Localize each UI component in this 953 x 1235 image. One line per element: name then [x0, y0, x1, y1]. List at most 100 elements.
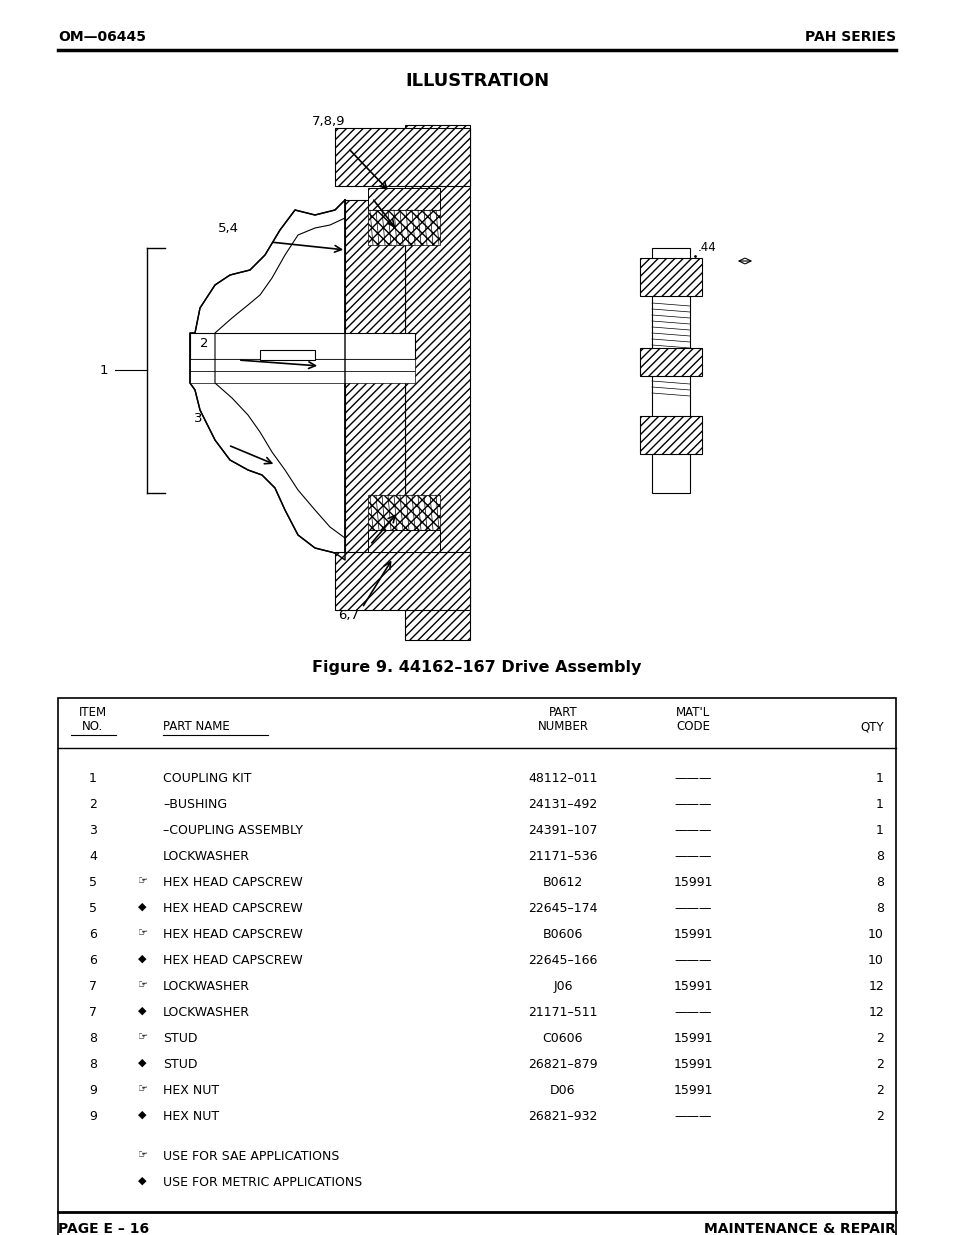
Text: 22645–174: 22645–174 [528, 902, 598, 915]
Bar [639, 348, 701, 375]
Text: 26821–879: 26821–879 [528, 1058, 598, 1071]
Bar [368, 188, 439, 210]
Bar [639, 416, 701, 454]
Text: 15991: 15991 [673, 981, 712, 993]
Text: 10: 10 [867, 927, 883, 941]
Text: 2: 2 [875, 1110, 883, 1123]
Bar [335, 552, 470, 610]
Text: NO.: NO. [82, 720, 104, 734]
Text: QTY: QTY [860, 720, 883, 734]
Bar [368, 210, 439, 245]
Text: 15991: 15991 [673, 876, 712, 889]
Text: 12: 12 [867, 1007, 883, 1019]
Bar [368, 530, 439, 552]
Text: D06: D06 [550, 1084, 576, 1097]
Text: ———: ——— [674, 824, 711, 837]
Text: –BUSHING: –BUSHING [163, 798, 227, 811]
Text: ITEM: ITEM [79, 706, 107, 719]
Text: ———: ——— [674, 772, 711, 785]
Text: 7: 7 [89, 981, 97, 993]
Bar [368, 495, 439, 530]
Text: PART NAME: PART NAME [163, 720, 230, 734]
Text: HEX NUT: HEX NUT [163, 1110, 219, 1123]
Text: ◆: ◆ [138, 1058, 147, 1068]
Text: LOCKWASHER: LOCKWASHER [163, 850, 250, 863]
Text: ———: ——— [674, 798, 711, 811]
Text: HEX HEAD CAPSCREW: HEX HEAD CAPSCREW [163, 876, 302, 889]
Text: –COUPLING ASSEMBLY: –COUPLING ASSEMBLY [163, 824, 303, 837]
Text: Figure 9. 44162–167 Drive Assembly: Figure 9. 44162–167 Drive Assembly [312, 659, 641, 676]
Text: 6,7: 6,7 [337, 609, 358, 622]
Text: ☞: ☞ [138, 1150, 148, 1160]
Text: ◆: ◆ [138, 953, 147, 965]
Text: ☞: ☞ [138, 927, 148, 939]
Text: 1: 1 [875, 824, 883, 837]
Text: ———: ——— [674, 850, 711, 863]
Text: ☞: ☞ [138, 1084, 148, 1094]
Bar [260, 350, 314, 359]
Bar [190, 359, 415, 370]
Text: B0612: B0612 [542, 876, 582, 889]
Text: 5: 5 [89, 876, 97, 889]
Text: USE FOR METRIC APPLICATIONS: USE FOR METRIC APPLICATIONS [163, 1176, 362, 1189]
Text: 2: 2 [875, 1084, 883, 1097]
Text: 5: 5 [89, 902, 97, 915]
Text: NUMBER: NUMBER [537, 720, 588, 734]
Text: 9: 9 [89, 1110, 97, 1123]
Text: PART: PART [548, 706, 577, 719]
Text: ———: ——— [674, 902, 711, 915]
Text: 15991: 15991 [673, 927, 712, 941]
Text: 1: 1 [89, 772, 97, 785]
Text: 8: 8 [875, 850, 883, 863]
Bar [335, 128, 470, 186]
Text: ———: ——— [674, 1007, 711, 1019]
Text: 7: 7 [89, 1007, 97, 1019]
Text: 5,4: 5,4 [218, 222, 239, 235]
Text: 4: 4 [89, 850, 97, 863]
Text: 8: 8 [875, 902, 883, 915]
Bar [651, 248, 689, 493]
Text: 2: 2 [875, 1032, 883, 1045]
Text: ☞: ☞ [138, 876, 148, 885]
Text: ◆: ◆ [138, 902, 147, 911]
Bar [58, 698, 895, 1235]
Text: 26821–932: 26821–932 [528, 1110, 598, 1123]
Text: OM—06445: OM—06445 [58, 30, 146, 44]
Text: 24391–107: 24391–107 [528, 824, 598, 837]
Text: ☞: ☞ [138, 981, 148, 990]
Text: 6: 6 [89, 927, 97, 941]
Text: C0606: C0606 [542, 1032, 582, 1045]
Text: ———: ——— [674, 1110, 711, 1123]
Bar [405, 125, 470, 640]
Text: J06: J06 [553, 981, 572, 993]
Text: 1: 1 [100, 363, 109, 377]
Text: ———: ——— [674, 953, 711, 967]
Text: HEX NUT: HEX NUT [163, 1084, 219, 1097]
Text: 9: 9 [89, 1084, 97, 1097]
Text: 21171–536: 21171–536 [528, 850, 598, 863]
Text: 2: 2 [89, 798, 97, 811]
Text: 15991: 15991 [673, 1084, 712, 1097]
Text: 15991: 15991 [673, 1058, 712, 1071]
Bar [345, 200, 405, 576]
Text: 1: 1 [875, 798, 883, 811]
Bar [190, 370, 415, 383]
Text: STUD: STUD [163, 1032, 197, 1045]
Text: ILLUSTRATION: ILLUSTRATION [404, 72, 549, 90]
Text: 1: 1 [875, 772, 883, 785]
Text: .44: .44 [698, 241, 716, 254]
Text: LOCKWASHER: LOCKWASHER [163, 981, 250, 993]
Text: MAT'L: MAT'L [675, 706, 709, 719]
Text: LOCKWASHER: LOCKWASHER [163, 1007, 250, 1019]
Bar [639, 258, 701, 296]
Bar [190, 333, 415, 359]
Text: 24131–492: 24131–492 [528, 798, 597, 811]
Text: 21171–511: 21171–511 [528, 1007, 598, 1019]
Text: 6: 6 [89, 953, 97, 967]
Text: 7,8,9: 7,8,9 [312, 115, 345, 128]
Text: ☞: ☞ [138, 1032, 148, 1042]
Text: HEX HEAD CAPSCREW: HEX HEAD CAPSCREW [163, 927, 302, 941]
Text: HEX HEAD CAPSCREW: HEX HEAD CAPSCREW [163, 902, 302, 915]
Text: 48112–011: 48112–011 [528, 772, 598, 785]
Text: 2: 2 [200, 337, 209, 350]
